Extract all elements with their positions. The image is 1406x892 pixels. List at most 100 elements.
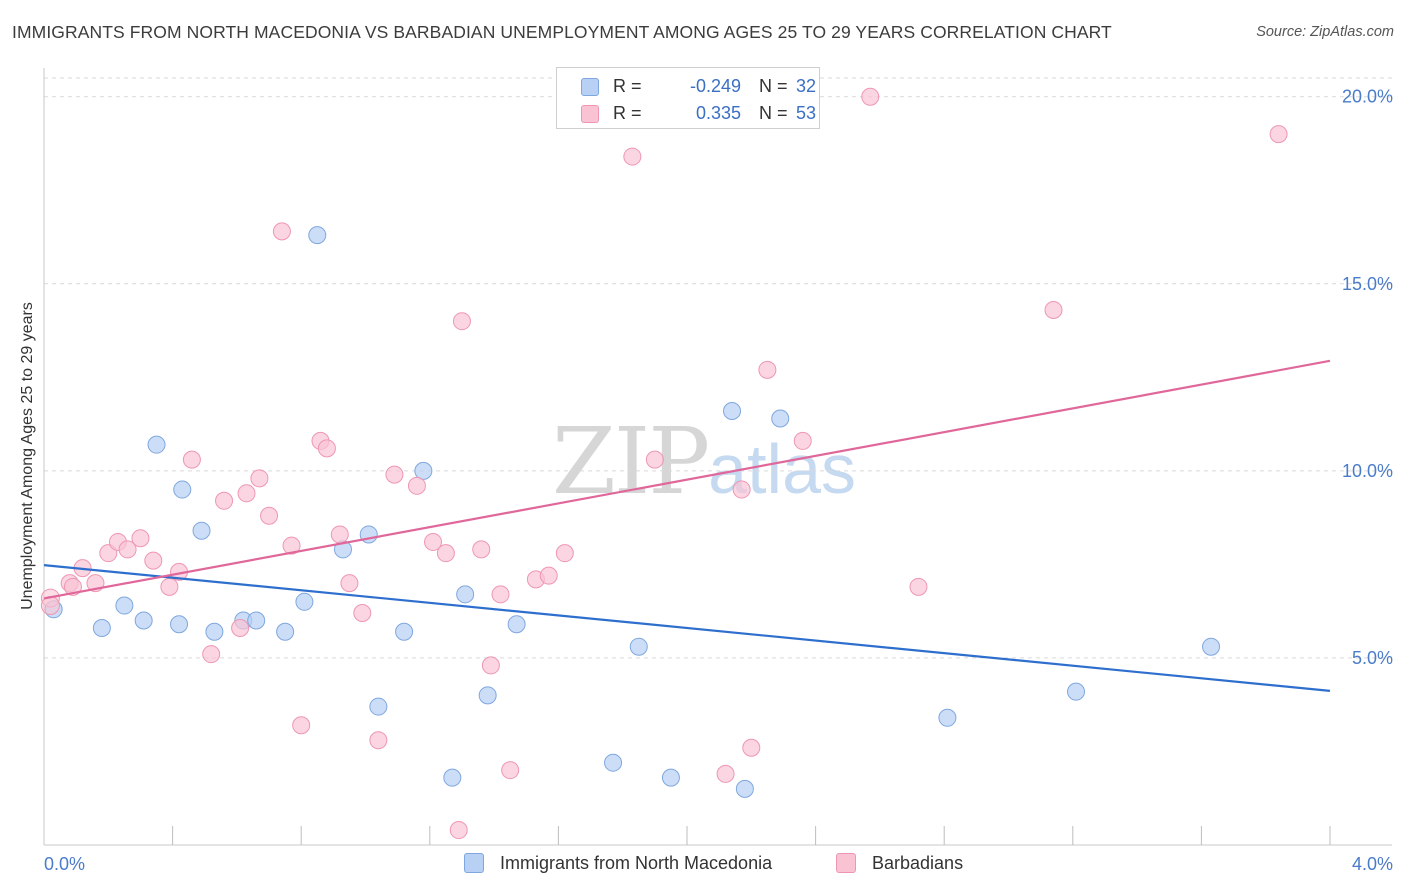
data-point xyxy=(723,401,742,420)
data-point xyxy=(160,577,179,596)
legend-label: Barbadians xyxy=(872,853,964,873)
trend-line xyxy=(43,564,1331,692)
grid-lines xyxy=(44,77,1392,659)
data-point xyxy=(436,544,455,563)
data-point xyxy=(793,431,812,450)
data-point xyxy=(147,435,166,454)
data-point xyxy=(539,566,558,585)
data-point xyxy=(118,540,137,559)
data-point xyxy=(170,615,189,634)
data-point xyxy=(115,596,134,615)
legend-swatch-blue xyxy=(581,78,599,96)
data-points xyxy=(40,87,1288,840)
data-point xyxy=(938,708,957,727)
data-point xyxy=(202,645,221,664)
data-point xyxy=(501,761,520,780)
data-point xyxy=(424,532,443,551)
data-point xyxy=(909,577,928,596)
data-point xyxy=(449,821,468,840)
data-point xyxy=(231,618,250,637)
legend-n-value: 53 xyxy=(796,103,817,123)
data-point xyxy=(481,656,500,675)
axes xyxy=(43,68,1392,846)
data-point xyxy=(645,450,664,469)
data-point xyxy=(282,536,301,555)
data-point xyxy=(395,622,414,641)
data-point xyxy=(272,222,291,241)
data-point xyxy=(317,439,336,458)
legend-r-label: R = xyxy=(613,76,642,96)
data-point xyxy=(247,611,266,630)
data-point xyxy=(771,409,790,428)
tick-labels: 5.0% 10.0% 15.0% 20.0% 0.0% 4.0% xyxy=(44,87,1393,874)
data-point xyxy=(353,604,372,623)
legend-n-value: 32 xyxy=(796,76,817,96)
data-point xyxy=(507,615,526,634)
x-tick-label: 4.0% xyxy=(1352,854,1393,874)
legend-r-label: R = xyxy=(613,103,642,123)
legend-n-label: N = xyxy=(759,103,788,123)
legend-swatch-pink xyxy=(581,105,599,123)
legend-label: Immigrants from North Macedonia xyxy=(500,853,773,873)
source-label: Source: ZipAtlas.com xyxy=(1256,24,1394,40)
data-point xyxy=(205,622,224,641)
data-point xyxy=(292,716,311,735)
data-point xyxy=(63,577,82,596)
data-point xyxy=(131,529,150,548)
data-point xyxy=(742,738,761,757)
data-point xyxy=(192,521,211,540)
y-tick-label: 20.0% xyxy=(1342,87,1393,107)
chart-title: IMMIGRANTS FROM NORTH MACEDONIA VS BARBA… xyxy=(12,22,1112,42)
y-tick-label: 15.0% xyxy=(1342,274,1393,294)
legend-r-value: 0.335 xyxy=(695,103,741,123)
data-point xyxy=(661,768,680,787)
data-point xyxy=(308,226,327,245)
data-point xyxy=(604,753,623,772)
data-point xyxy=(735,779,754,798)
y-tick-label: 5.0% xyxy=(1352,648,1393,668)
data-point xyxy=(623,147,642,166)
data-point xyxy=(1202,637,1221,656)
y-axis-label: Unemployment Among Ages 25 to 29 years xyxy=(19,302,36,610)
data-point xyxy=(92,618,111,637)
data-point xyxy=(1269,125,1288,144)
data-point xyxy=(260,506,279,525)
data-point xyxy=(369,697,388,716)
data-point xyxy=(330,525,349,544)
data-point xyxy=(491,585,510,604)
legend-r-value: -0.249 xyxy=(689,76,741,96)
data-point xyxy=(478,686,497,705)
data-point xyxy=(716,764,735,783)
trend-lines xyxy=(43,359,1331,692)
data-point xyxy=(414,461,433,480)
data-point xyxy=(407,476,426,495)
data-point xyxy=(237,484,256,503)
data-point xyxy=(452,312,471,331)
data-point xyxy=(134,611,153,630)
data-point xyxy=(861,87,880,106)
correlation-legend: R = -0.249 N = 32 R = 0.335 N = 53 xyxy=(556,67,820,129)
data-point xyxy=(369,731,388,750)
data-point xyxy=(144,551,163,570)
data-point xyxy=(456,585,475,604)
y-tick-label: 10.0% xyxy=(1342,461,1393,481)
data-point xyxy=(340,574,359,593)
data-point xyxy=(385,465,404,484)
legend-swatch-pink xyxy=(836,853,856,873)
data-point xyxy=(1067,682,1086,701)
legend-swatch-blue xyxy=(464,853,484,873)
data-point xyxy=(40,596,60,616)
trend-line xyxy=(43,359,1331,600)
legend-n-label: N = xyxy=(759,76,788,96)
data-point xyxy=(629,637,648,656)
data-point xyxy=(732,480,751,499)
data-point xyxy=(295,592,314,611)
data-point xyxy=(758,360,777,379)
data-point xyxy=(215,491,234,510)
data-point xyxy=(250,469,269,488)
data-point xyxy=(182,450,201,469)
data-point xyxy=(443,768,462,787)
data-point xyxy=(472,540,491,559)
data-point xyxy=(173,480,192,499)
